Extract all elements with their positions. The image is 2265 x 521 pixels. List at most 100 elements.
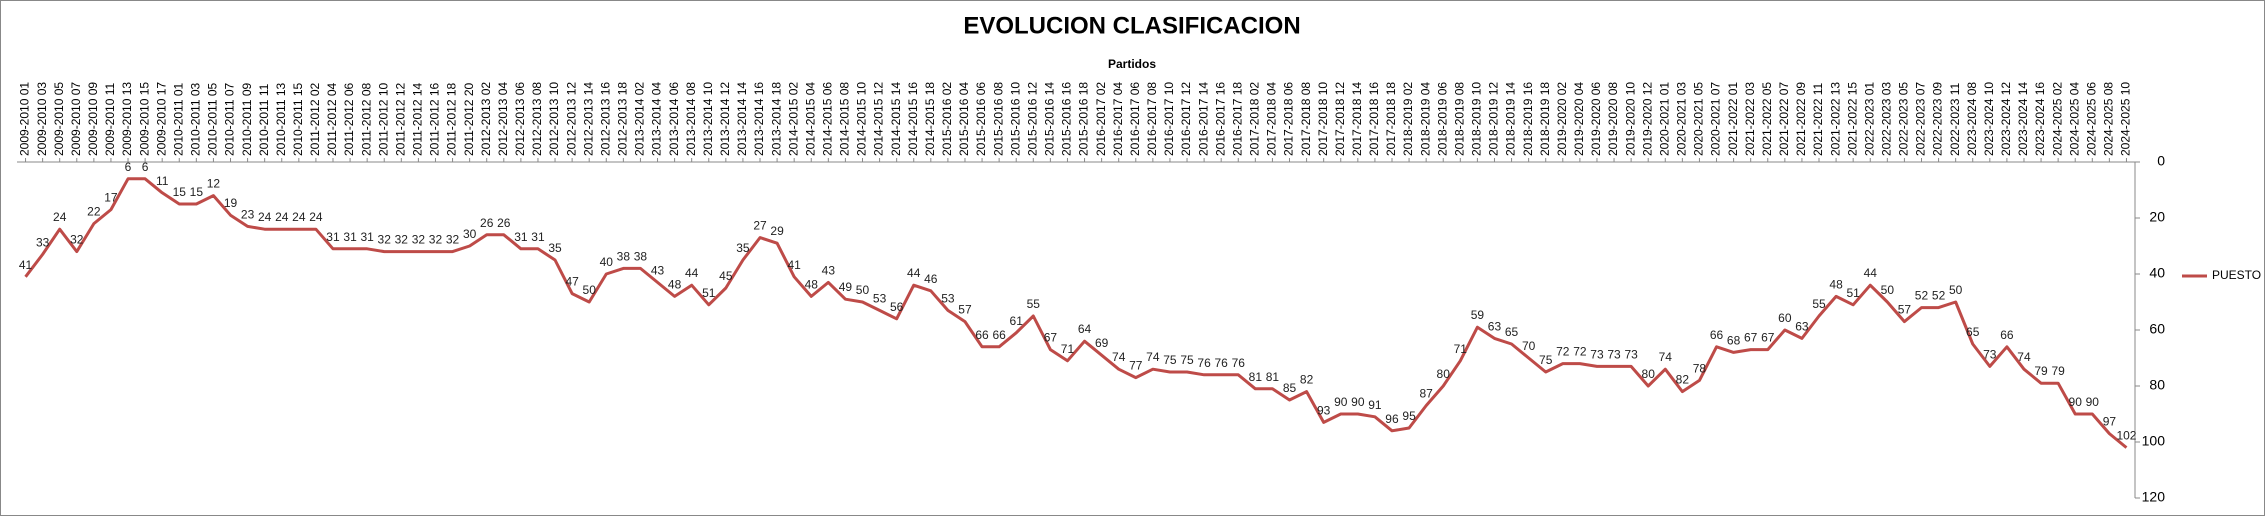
data-label: 55 (1812, 297, 1826, 311)
data-label: 59 (1471, 308, 1485, 322)
x-tick-label: 2011-2012 06 (342, 82, 356, 156)
data-label: 50 (1949, 283, 1963, 297)
data-label: 80 (1642, 367, 1656, 381)
x-tick-label: 2020-2021 03 (1675, 82, 1689, 156)
x-tick-label: 2010-2011 07 (223, 82, 237, 156)
x-tick-label: 2010-2011 01 (171, 82, 185, 156)
data-label: 43 (651, 263, 665, 277)
data-label: 74 (1112, 350, 1126, 364)
y-tick-label: 0 (2157, 153, 2165, 169)
data-label: 22 (87, 205, 101, 219)
x-tick-label: 2011-2012 04 (325, 82, 339, 156)
x-tick-label: 2012-2013 14 (581, 82, 595, 156)
x-tick-label: 2021-2022 03 (1743, 82, 1757, 156)
x-tick-label: 2013-2014 14 (735, 82, 749, 156)
data-label: 52 (1915, 289, 1929, 303)
x-tick-label: 2009-2010 05 (52, 82, 66, 156)
x-tick-label: 2017-2018 14 (1350, 82, 1364, 156)
x-tick-label: 2018-2019 10 (1470, 82, 1484, 156)
x-tick-label: 2020-2021 05 (1692, 82, 1706, 156)
x-tick-label: 2024-2025 10 (2119, 82, 2133, 156)
x-tick-label: 2013-2014 06 (667, 82, 681, 156)
y-tick-label: 120 (2142, 489, 2166, 505)
x-tick-label: 2013-2014 16 (752, 82, 766, 156)
data-label: 24 (275, 210, 289, 224)
data-label: 32 (429, 233, 443, 247)
x-tick-label: 2017-2018 18 (1384, 82, 1398, 156)
x-tick-label: 2010-2011 15 (291, 82, 305, 156)
x-tick-label: 2016-2017 14 (1196, 82, 1210, 156)
x-tick-label: 2017-2018 04 (1265, 82, 1279, 156)
x-tick-label: 2022-2023 01 (1862, 82, 1876, 156)
data-label: 31 (326, 230, 340, 244)
x-tick-label: 2021-2022 01 (1726, 82, 1740, 156)
x-tick-label: 2016-2017 02 (1094, 82, 1108, 156)
data-label: 52 (1932, 289, 1946, 303)
data-label: 17 (104, 191, 118, 205)
data-label: 31 (514, 230, 528, 244)
y-tick-label: 40 (2149, 265, 2165, 281)
data-label: 57 (958, 303, 972, 317)
x-tick-label: 2011-2012 10 (376, 82, 390, 156)
data-label: 76 (1215, 356, 1229, 370)
x-tick-label: 2015-2016 12 (1025, 82, 1039, 156)
data-label: 51 (1846, 286, 1860, 300)
data-label: 85 (1283, 381, 1297, 395)
x-tick-label: 2019-2020 06 (1589, 82, 1603, 156)
x-tick-label: 2019-2020 10 (1623, 82, 1637, 156)
x-tick-label: 2021-2022 07 (1777, 82, 1791, 156)
x-tick-label: 2016-2017 12 (1179, 82, 1193, 156)
data-label: 69 (1095, 336, 1109, 350)
data-label: 49 (839, 280, 853, 294)
x-tick-label: 2015-2016 06 (974, 82, 988, 156)
data-label: 67 (1044, 331, 1058, 345)
data-label: 27 (753, 219, 767, 233)
x-tick-label: 2023-2024 12 (1999, 82, 2013, 156)
data-label: 78 (1693, 361, 1707, 375)
x-tick-label: 2016-2017 16 (1213, 82, 1227, 156)
x-tick-label: 2022-2023 05 (1897, 82, 1911, 156)
x-tick-label: 2017-2018 08 (1299, 82, 1313, 156)
data-label: 90 (1351, 395, 1365, 409)
data-label: 90 (2069, 395, 2083, 409)
x-tick-label: 2014-2015 12 (872, 82, 886, 156)
data-label: 38 (617, 249, 631, 263)
x-tick-label: 2015-2016 16 (1060, 82, 1074, 156)
x-tick-label: 2014-2015 04 (803, 82, 817, 156)
data-label: 45 (719, 269, 733, 283)
data-label: 64 (1078, 322, 1092, 336)
data-label: 33 (36, 235, 50, 249)
x-tick-label: 2013-2014 12 (718, 82, 732, 156)
data-label: 44 (907, 266, 921, 280)
data-label: 38 (634, 249, 648, 263)
data-label: 73 (1983, 347, 1997, 361)
data-label: 32 (412, 233, 426, 247)
x-tick-label: 2011-2012 16 (428, 82, 442, 156)
data-label: 73 (1624, 347, 1638, 361)
x-tick-label: 2014-2015 16 (906, 82, 920, 156)
data-label: 75 (1180, 353, 1194, 367)
data-label: 41 (787, 258, 801, 272)
x-tick-label: 2021-2022 09 (1794, 82, 1808, 156)
x-tick-label: 2009-2010 13 (120, 82, 134, 156)
x-tick-label: 2023-2024 08 (1965, 82, 1979, 156)
data-label: 70 (1522, 339, 1536, 353)
x-tick-label: 2010-2011 09 (240, 82, 254, 156)
data-label: 73 (1607, 347, 1621, 361)
x-tick-label: 2010-2011 11 (257, 83, 271, 156)
data-label: 48 (805, 277, 819, 291)
x-tick-label: 2021-2022 15 (1845, 82, 1859, 156)
x-tick-label: 2020-2021 07 (1709, 82, 1723, 156)
x-tick-label: 2009-2010 01 (18, 82, 32, 156)
x-axis-label: Partidos (1108, 57, 1156, 71)
data-label: 63 (1795, 319, 1809, 333)
data-label: 6 (125, 160, 132, 174)
data-label: 82 (1300, 373, 1314, 387)
data-label: 50 (856, 283, 870, 297)
data-label: 29 (770, 224, 784, 238)
x-tick-label: 2018-2019 06 (1435, 82, 1449, 156)
x-tick-label: 2017-2018 16 (1367, 82, 1381, 156)
x-tick-label: 2022-2023 07 (1914, 82, 1928, 156)
x-tick-label: 2011-2012 18 (445, 82, 459, 156)
